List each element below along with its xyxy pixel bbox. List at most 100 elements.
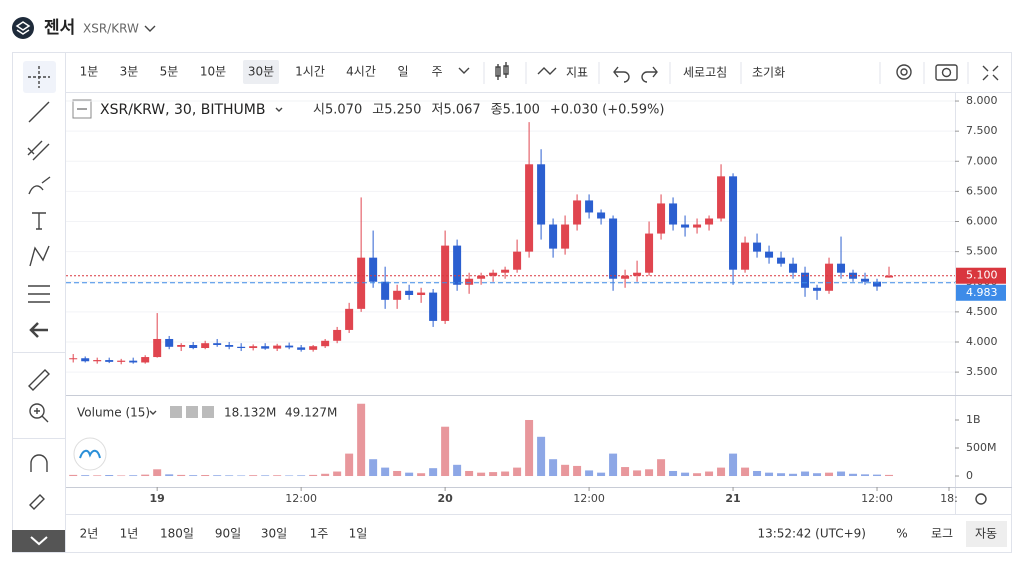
magnet-tool[interactable] [30,454,48,472]
fib-tool[interactable] [27,140,50,161]
interval-button[interactable]: 30분 [248,65,274,79]
chart-type[interactable] [495,62,509,80]
sidebar-collapse[interactable] [12,530,65,552]
collapse-legend[interactable] [72,99,92,119]
volume-up: 18.132M [224,406,276,420]
interval-button[interactable]: 1분 [80,65,99,79]
undo[interactable] [613,66,630,83]
interval-button[interactable]: 일 [397,65,408,79]
volume-bar [681,472,690,477]
candle-body [561,224,570,249]
ohlc-label: 종 [491,103,503,118]
range-button[interactable]: 1년 [120,527,139,541]
y-tick-label: 4.500 [966,305,998,318]
interval-selected[interactable] [243,60,279,84]
lock-tool[interactable] [29,494,45,510]
back-tool[interactable] [29,322,48,338]
ruler-tool[interactable] [28,369,50,391]
volume-control[interactable] [170,406,182,418]
pattern-tool[interactable] [29,245,50,267]
volume-bar [153,469,162,477]
indicators-button[interactable]: 지표 [566,66,588,80]
ohlc-change: +0.030 (+0.59%) [550,103,665,118]
symbol-dropdown[interactable] [275,107,283,112]
volume-bar [609,453,618,477]
volume-bar [501,471,510,477]
interval-button[interactable]: 주 [431,65,442,79]
candle-body [621,275,630,279]
volume-title: Volume (15) [77,406,150,420]
candle-body [165,338,174,347]
volume-down: 49.127M [285,406,337,420]
candle-body [573,200,582,225]
candle-body [657,203,666,234]
fullscreen[interactable] [982,65,999,81]
range-button[interactable]: 180일 [160,527,194,541]
volume-bar [717,467,726,477]
candle-body [741,242,750,270]
volume-bar [141,474,150,477]
brush-tool[interactable] [28,176,51,195]
range-button[interactable]: 30일 [261,527,287,541]
interval-dropdown[interactable] [458,67,470,74]
interval-button[interactable]: 1시간 [295,65,325,79]
candle-body [537,164,546,225]
y-tick-label: 7.000 [966,154,998,167]
x-tick-label: 19 [150,492,165,505]
candle-body [429,292,438,321]
refresh-button[interactable]: 세로고침 [683,66,727,80]
reset-button[interactable]: 초기화 [752,66,785,80]
candle-body [705,218,714,225]
candle-body [789,263,798,273]
range-button[interactable]: 2년 [80,527,99,541]
forecast-tool[interactable] [28,285,50,303]
volume-bar [213,475,222,477]
x-tick-label: 20 [437,492,453,505]
volume-dropdown[interactable] [149,410,157,415]
pair-dropdown[interactable] [144,25,156,32]
volume-bar [453,464,462,477]
indicator-icon[interactable] [537,67,557,75]
auto-button-label[interactable]: 자동 [975,527,997,541]
volume-bar [825,472,834,477]
line-tool[interactable] [28,101,50,123]
timezone-settings[interactable] [975,493,987,505]
log-button[interactable]: 로그 [931,527,953,541]
volume-bar [177,474,186,477]
logo-badge-mark [79,449,101,459]
volume-bar [657,459,666,477]
ohlc-label: 고 [372,103,384,118]
volume-control[interactable] [202,406,214,418]
collapse-arrow[interactable] [30,536,48,546]
volume-bar [693,473,702,477]
candle-body [633,272,642,276]
settings-core[interactable] [900,68,908,76]
volume-control[interactable] [186,406,198,418]
candle-body [585,200,594,213]
candle-body [525,164,534,252]
interval-button[interactable]: 5분 [160,65,179,79]
redo[interactable] [641,66,658,83]
screenshot-lens[interactable] [941,67,952,78]
range-button[interactable]: 1주 [310,527,329,541]
candle-body [849,272,858,279]
candle-body [321,340,330,347]
range-button[interactable]: 1일 [349,527,368,541]
interval-button[interactable]: 10분 [200,65,226,79]
interval-button[interactable]: 3분 [120,65,139,79]
candle-body [477,275,486,279]
zoom-tool[interactable] [29,403,45,419]
interval-button[interactable]: 4시간 [346,65,376,79]
candle-body [753,242,762,252]
screenshot[interactable] [935,64,958,81]
auto-button[interactable] [966,521,1007,547]
crosshair-tool[interactable] [28,66,50,88]
range-button[interactable]: 90일 [215,527,241,541]
volume-bar [669,470,678,477]
text-tool[interactable] [32,212,46,230]
candle-body [153,338,162,358]
zoom-tool-detail[interactable] [34,408,49,423]
percent-button[interactable]: % [896,527,907,541]
candle-body [717,176,726,219]
settings[interactable] [896,64,912,80]
